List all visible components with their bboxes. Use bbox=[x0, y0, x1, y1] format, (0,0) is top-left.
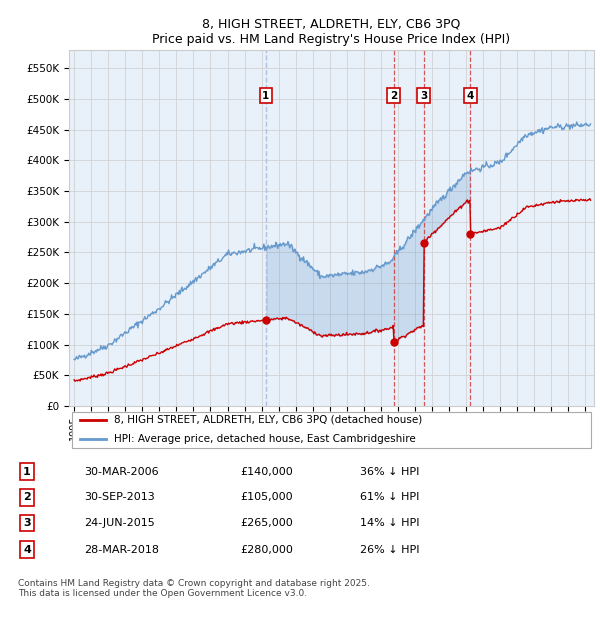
Text: Contains HM Land Registry data © Crown copyright and database right 2025.
This d: Contains HM Land Registry data © Crown c… bbox=[18, 579, 370, 598]
Text: 28-MAR-2018: 28-MAR-2018 bbox=[84, 545, 159, 555]
Text: 30-MAR-2006: 30-MAR-2006 bbox=[84, 467, 158, 477]
Text: 4: 4 bbox=[467, 91, 474, 100]
Text: 2: 2 bbox=[390, 91, 397, 100]
Text: 30-SEP-2013: 30-SEP-2013 bbox=[84, 492, 155, 502]
Text: £105,000: £105,000 bbox=[240, 492, 293, 502]
Text: 8, HIGH STREET, ALDRETH, ELY, CB6 3PQ (detached house): 8, HIGH STREET, ALDRETH, ELY, CB6 3PQ (d… bbox=[113, 415, 422, 425]
Text: 24-JUN-2015: 24-JUN-2015 bbox=[84, 518, 155, 528]
Text: 1: 1 bbox=[23, 467, 31, 477]
Text: 36% ↓ HPI: 36% ↓ HPI bbox=[360, 467, 419, 477]
Text: 26% ↓ HPI: 26% ↓ HPI bbox=[360, 545, 419, 555]
Text: 61% ↓ HPI: 61% ↓ HPI bbox=[360, 492, 419, 502]
Text: 4: 4 bbox=[23, 545, 31, 555]
Text: £265,000: £265,000 bbox=[240, 518, 293, 528]
Text: 14% ↓ HPI: 14% ↓ HPI bbox=[360, 518, 419, 528]
Text: 3: 3 bbox=[420, 91, 427, 100]
Text: 3: 3 bbox=[23, 518, 31, 528]
Text: £140,000: £140,000 bbox=[240, 467, 293, 477]
Text: HPI: Average price, detached house, East Cambridgeshire: HPI: Average price, detached house, East… bbox=[113, 434, 415, 444]
Text: £280,000: £280,000 bbox=[240, 545, 293, 555]
Text: 2: 2 bbox=[23, 492, 31, 502]
Title: 8, HIGH STREET, ALDRETH, ELY, CB6 3PQ
Price paid vs. HM Land Registry's House Pr: 8, HIGH STREET, ALDRETH, ELY, CB6 3PQ Pr… bbox=[152, 17, 511, 46]
Text: 1: 1 bbox=[262, 91, 269, 100]
